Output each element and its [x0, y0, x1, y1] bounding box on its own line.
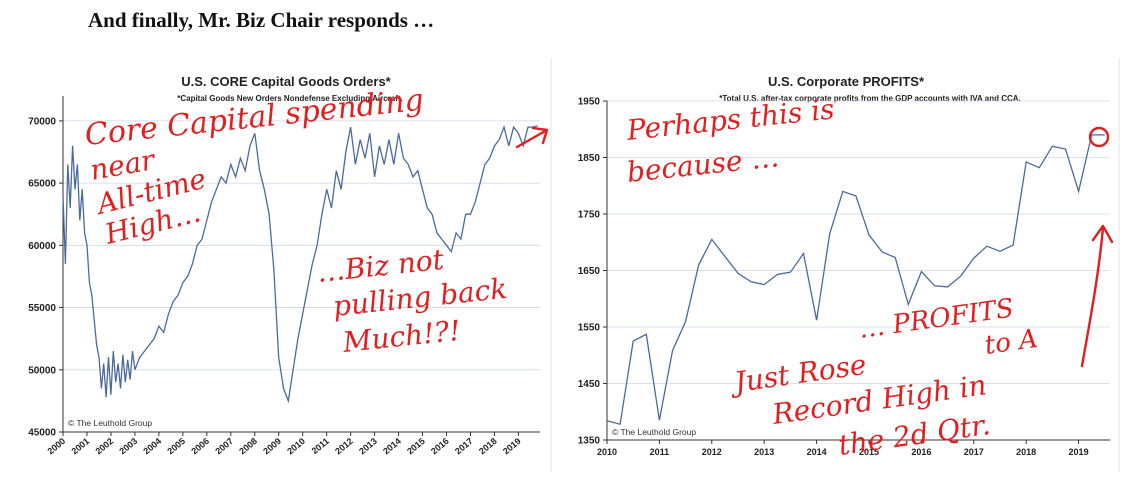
left-xtick-label: 2011 [310, 436, 331, 456]
capital-goods-subtitle: *Capital Goods New Orders Nondefense Exc… [177, 94, 403, 103]
left-ytick-label: 50000 [28, 365, 56, 376]
left-ytick-label: 70000 [28, 116, 56, 127]
capital-goods-copyright: © The Leuthold Group [68, 418, 152, 428]
left-xtick-label: 2015 [405, 436, 427, 457]
corporate-profits-chart: U.S. Corporate PROFITS* *Total U.S. afte… [578, 74, 1110, 457]
corporate-profits-series-line [606, 134, 1105, 426]
right-xtick-label: 2019 [1069, 447, 1089, 457]
right-xtick-label: 2015 [859, 447, 879, 457]
right-xtick-label: 2012 [702, 447, 722, 457]
left-xtick-label: 2004 [141, 436, 163, 457]
left-ytick-label: 65000 [28, 179, 56, 190]
left-xtick-label: 2005 [165, 436, 187, 457]
left-ytick-label: 45000 [28, 428, 56, 439]
left-xtick-label: 2006 [189, 436, 211, 457]
corporate-profits-subtitle: *Total U.S. after-tax corporate profits … [719, 94, 1021, 103]
left-xtick-label: 2009 [261, 436, 283, 457]
left-xtick-label: 2019 [501, 436, 523, 457]
left-xtick-label: 2018 [477, 436, 499, 457]
capital-goods-series-line [62, 124, 538, 404]
right-ytick-label: 1350 [578, 436, 601, 447]
right-ytick-label: 1450 [578, 379, 601, 390]
left-xtick-label: 2007 [213, 436, 235, 457]
left-xtick-label: 2016 [429, 436, 451, 457]
left-xtick-label: 2010 [285, 436, 307, 457]
right-xtick-label: 2016 [911, 447, 931, 457]
left-xtick-label: 2012 [333, 436, 355, 457]
left-xtick-label: 2014 [381, 436, 403, 457]
annotation-up-arrow-left [515, 126, 549, 149]
left-xtick-label: 2008 [237, 436, 259, 457]
right-ytick-label: 1650 [578, 266, 601, 277]
corporate-profits-title: U.S. Corporate PROFITS* [768, 74, 925, 89]
left-xtick-label: 2000 [46, 436, 68, 457]
right-xtick-label: 2014 [807, 447, 827, 457]
capital-goods-chart: U.S. CORE Capital Goods Orders* *Capital… [28, 74, 540, 456]
left-xtick-label: 2017 [453, 436, 475, 457]
right-xtick-label: 2013 [754, 447, 774, 457]
left-xtick-label: 2003 [117, 436, 139, 457]
annotation-up-arrow-right [1080, 224, 1114, 368]
right-ytick-label: 1750 [578, 210, 601, 221]
right-xtick-label: 2017 [964, 447, 984, 457]
left-xtick-label: 2001 [69, 436, 91, 457]
headline: And finally, Mr. Biz Chair responds … [88, 8, 435, 32]
right-xtick-label: 2010 [597, 447, 617, 457]
left-xtick-label: 2002 [93, 436, 115, 457]
left-annotations: Core Capital spending near All-time High… [83, 83, 549, 359]
corporate-profits-copyright: © The Leuthold Group [612, 427, 696, 437]
right-ytick-label: 1950 [578, 97, 601, 108]
left-ytick-label: 60000 [28, 241, 56, 252]
annotation-circle [1088, 126, 1110, 148]
annotation-much: Much!?! [340, 314, 462, 359]
right-ytick-label: 1550 [578, 323, 601, 334]
capital-goods-title: U.S. CORE Capital Goods Orders* [181, 74, 391, 89]
left-xtick-label: 2013 [357, 436, 379, 457]
annotation-because: because … [625, 140, 780, 189]
right-annotations: Perhaps this is because … … PROFITS to A… [624, 92, 1114, 462]
right-xtick-label: 2011 [650, 447, 670, 457]
left-ytick-label: 55000 [28, 303, 56, 314]
right-xtick-label: 2018 [1016, 447, 1036, 457]
right-ytick-label: 1850 [578, 153, 601, 164]
annotation-to-a: to A [983, 324, 1040, 361]
